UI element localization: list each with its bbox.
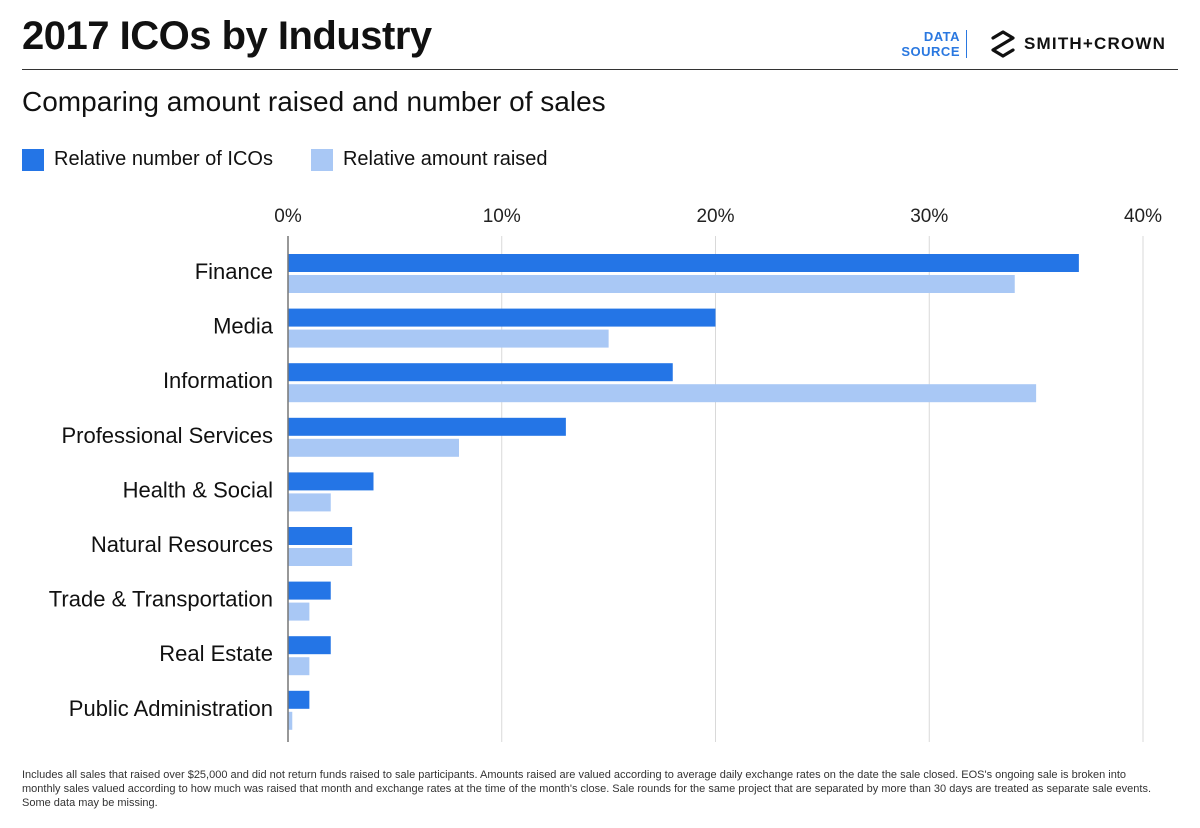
category-label: Finance	[195, 259, 273, 284]
bar	[288, 254, 1079, 272]
category-label: Real Estate	[159, 641, 273, 666]
data-source-link[interactable]: DATA SOURCE	[900, 29, 960, 59]
smith-crown-logo-icon	[991, 30, 1015, 58]
bar	[288, 417, 566, 436]
bar	[288, 363, 673, 382]
legend-label-amount: Relative amount raised	[342, 148, 548, 170]
category-label: Media	[213, 314, 274, 339]
chart-subtitle: Comparing amount raised and number of sa…	[22, 86, 606, 117]
legend-item-amount: Relative amount raised	[310, 148, 548, 171]
legend-label-count: Relative number of ICOs	[54, 148, 273, 170]
bar	[288, 527, 353, 545]
bar	[288, 711, 293, 730]
legend-swatch-count	[22, 148, 44, 171]
data-source-line1: DATA	[923, 29, 960, 44]
bar	[288, 275, 1015, 293]
bar	[288, 548, 353, 566]
x-tick-label: 40%	[1124, 206, 1162, 227]
category-label: Information	[163, 368, 273, 393]
legend: Relative number of ICOs Relative amount …	[22, 148, 586, 171]
category-label: Health & Social	[123, 477, 273, 502]
bar	[288, 602, 310, 621]
legend-item-count: Relative number of ICOs	[22, 148, 273, 171]
bar	[288, 308, 716, 327]
bar-chart: 0% 10% 20% 30% 40% Finance Media Information Pro…	[49, 206, 1162, 742]
category-label: Professional Services	[61, 423, 273, 448]
footnote: Includes all sales that raised over $25,…	[22, 769, 1152, 809]
x-tick-label: 10%	[483, 206, 521, 227]
category-label: Natural Resources	[91, 532, 273, 557]
legend-swatch-amount	[310, 148, 333, 171]
header-separator	[966, 30, 967, 58]
header-divider	[22, 69, 1178, 70]
brand: SMITH+CROWN	[990, 30, 1166, 58]
bar	[288, 384, 1037, 403]
bar	[288, 657, 310, 676]
bar	[288, 636, 331, 655]
bar	[288, 438, 459, 457]
data-source-line2: SOURCE	[901, 44, 960, 59]
brand-name: SMITH+CROWN	[1024, 34, 1167, 53]
bar	[288, 581, 331, 600]
category-label: Trade & Transportation	[49, 587, 273, 612]
category-label: Public Administration	[69, 696, 273, 721]
chart-title: 2017 ICOs by Industry	[22, 14, 432, 58]
bar	[288, 690, 310, 709]
bar	[288, 329, 609, 348]
x-tick-label: 30%	[910, 206, 948, 227]
x-tick-label: 0%	[274, 206, 302, 227]
x-tick-label: 20%	[696, 206, 734, 227]
bar	[288, 472, 374, 491]
bar	[288, 493, 331, 512]
